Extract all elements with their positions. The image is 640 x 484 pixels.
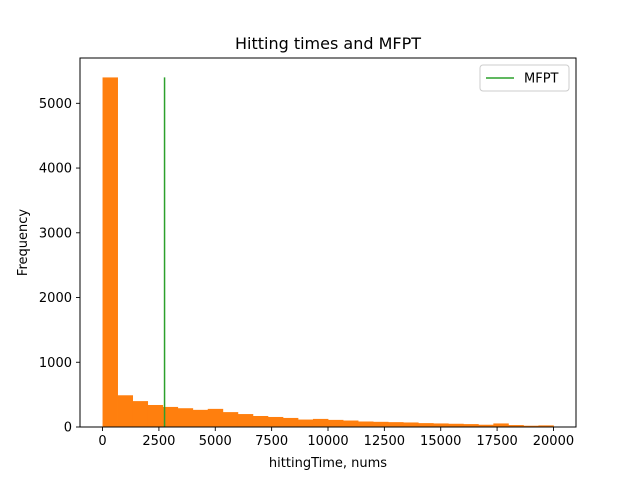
x-tick-label: 7500 [255, 434, 288, 449]
y-tick-label: 0 [64, 421, 72, 436]
histogram-bar [418, 423, 434, 427]
histogram-bar [267, 416, 284, 427]
histogram-bar [433, 423, 449, 427]
histogram-bar [448, 423, 464, 427]
histogram-bar [252, 415, 269, 427]
y-axis-ticks: 0 1000 2000 3000 4000 5000 [39, 97, 80, 436]
histogram-bar [403, 422, 419, 427]
legend-box [479, 64, 570, 92]
legend: MFPT [479, 64, 570, 92]
histogram-bar [192, 409, 209, 427]
histogram-bar [493, 423, 509, 427]
x-tick-label: 12500 [364, 434, 405, 449]
histogram-bar [237, 414, 254, 427]
x-tick-label: 20000 [533, 434, 574, 449]
histogram-bar [388, 422, 404, 427]
histogram-bar [343, 420, 359, 427]
histogram-bar [538, 425, 554, 427]
x-tick-label: 17500 [476, 434, 517, 449]
legend-label-mfpt: MFPT [524, 72, 559, 87]
histogram-bar [508, 425, 524, 427]
x-tick-label: 2500 [142, 434, 175, 449]
histogram-bar [222, 412, 239, 427]
histogram-bar [312, 418, 329, 427]
histogram-bar [373, 421, 389, 427]
histogram-bar [147, 404, 164, 427]
histogram-bar [358, 421, 374, 427]
histogram-bar [117, 395, 134, 427]
histogram-bar [297, 419, 314, 427]
x-tick-label: 10000 [307, 434, 348, 449]
bars-layer [102, 77, 554, 427]
y-tick-label: 4000 [39, 162, 72, 177]
histogram-bar [523, 425, 539, 427]
y-tick-label: 2000 [39, 291, 72, 306]
histogram-bar [478, 424, 494, 427]
y-tick-label: 1000 [39, 356, 72, 371]
x-axis-label: hittingTime, nums [269, 456, 387, 471]
x-tick-label: 5000 [199, 434, 232, 449]
histogram-bar [132, 401, 149, 427]
x-axis-ticks: 0 2500 5000 7500 10000 12500 15000 17500 20000 [98, 427, 574, 449]
histogram-bar [102, 77, 118, 427]
histogram-bar [463, 424, 479, 427]
histogram-bar [282, 417, 299, 427]
histogram-bar [177, 408, 194, 427]
y-tick-label: 3000 [39, 226, 72, 241]
histogram-bar [207, 408, 224, 427]
histogram-bar [328, 419, 344, 427]
y-axis-label: Frequency [16, 209, 31, 276]
x-tick-label: 0 [98, 434, 106, 449]
histogram-bar [162, 406, 179, 427]
chart-title: Hitting times and MFPT [235, 34, 421, 53]
x-tick-label: 15000 [420, 434, 461, 449]
y-tick-label: 5000 [39, 97, 72, 112]
